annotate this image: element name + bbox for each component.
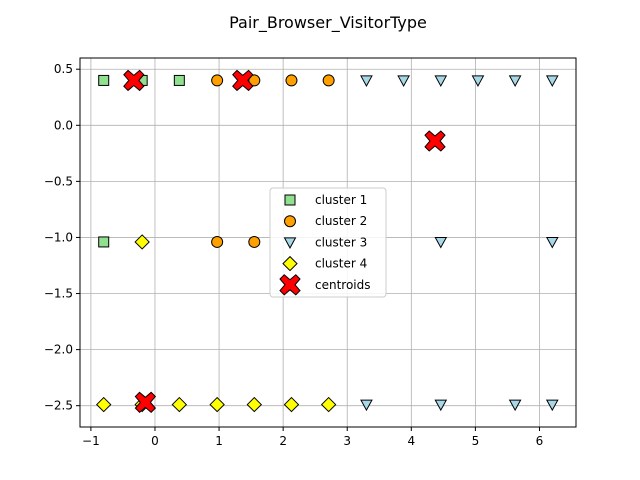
data-point-cluster-1 [173,74,185,86]
data-point-cluster-4 [96,396,112,413]
x-tick-label: 5 [472,434,480,448]
x-tick-label: 6 [536,434,544,448]
data-point-cluster-2 [211,235,224,248]
data-point-cluster-3 [360,399,373,412]
y-tick-label: −0.5 [44,174,73,188]
data-point-cluster-3 [397,75,410,87]
data-point-centroids [232,69,254,92]
data-point-cluster-2 [248,74,261,87]
data-point-cluster-2 [322,74,335,87]
x-tick-label: −1 [82,434,100,448]
axis-ticks: −1 0 1 2 3 4 5 6 0.5 0.0 −0.5 −1.0 −1.5 −2.0 −2.5 [44,62,543,448]
legend-marker-cluster-3 [283,237,297,249]
data-point-cluster-4 [320,396,337,413]
chart-title: Pair_Browser_VisitorType [229,13,427,33]
legend-marker-cluster-2 [284,215,296,228]
legend-marker-centroids [279,274,301,296]
data-point-cluster-3 [434,75,448,87]
data-point-cluster-4 [283,396,300,413]
data-point-cluster-3 [471,75,485,87]
y-tick-label: −1.5 [44,287,73,301]
legend-marker-cluster-1 [284,194,296,206]
data-point-cluster-3 [360,75,373,87]
y-tick-label: −2.5 [44,399,73,413]
legend-box [269,187,387,298]
x-tick-label: 2 [279,434,287,448]
data-point-cluster-3 [545,399,559,412]
data-point-cluster-3 [545,75,559,87]
data-point-centroids [134,391,157,414]
data-point-cluster-4 [209,396,225,413]
y-tick-label: −1.0 [44,230,73,244]
x-tick-label: 1 [215,434,223,448]
legend-label: cluster 2 [315,214,367,228]
x-tick-label: 0 [151,434,159,448]
legend-marker-cluster-4 [282,255,298,272]
data-point-cluster-3 [508,399,522,412]
data-point-cluster-3 [508,75,522,87]
data-point-cluster-3 [545,236,559,249]
x-tick-label: 4 [407,434,415,448]
data-point-cluster-1 [98,74,110,86]
data-point-cluster-2 [211,74,224,87]
data-point-cluster-3 [434,236,448,249]
y-tick-label: 0.5 [54,62,73,76]
data-point-cluster-4 [171,396,188,413]
data-point-cluster-3 [434,399,448,412]
data-point-centroids [424,130,446,152]
data-point-cluster-1 [98,236,110,248]
legend-label: cluster 4 [315,257,367,271]
legend-label: cluster 3 [315,235,367,249]
data-point-cluster-2 [285,74,298,87]
legend-label: centroids [315,278,371,292]
data-point-cluster-4 [134,234,150,250]
y-tick-label: −2.0 [44,343,73,357]
legend-label: cluster 1 [315,193,367,207]
legend: cluster 1 cluster 2 cluster 3 cluster 4 cent… [269,187,387,298]
data-markers [96,69,559,414]
data-point-cluster-2 [248,235,261,248]
plot-area-frame [79,57,577,428]
x-tick-label: 3 [343,434,351,448]
data-point-centroids [123,69,145,92]
y-tick-label: 0.0 [54,118,73,132]
data-point-cluster-4 [246,396,263,413]
